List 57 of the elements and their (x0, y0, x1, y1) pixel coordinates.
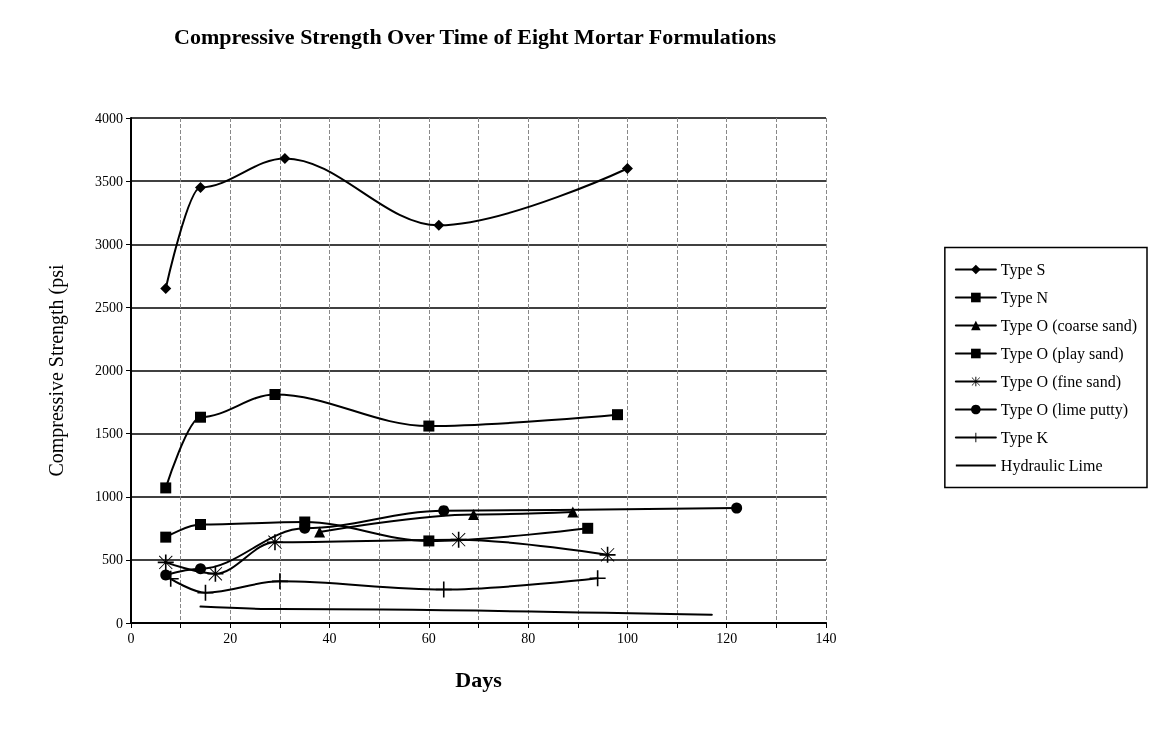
y-axis-title: Compressive Strength (psi (45, 263, 68, 477)
legend-label: Type O (lime putty) (1000, 401, 1129, 419)
point (438, 505, 450, 517)
legend-label: Type O (coarse sand) (1000, 317, 1137, 335)
point (589, 570, 606, 587)
x-tick-label: 0 (127, 630, 135, 646)
y-tick-label: 2500 (95, 299, 123, 315)
x-tick-label: 20 (223, 630, 238, 646)
point (195, 411, 206, 423)
x-tick-label: 60 (421, 630, 436, 646)
legend-label: Type S (1000, 261, 1046, 279)
point (279, 152, 291, 164)
y-tick-label: 4000 (95, 110, 123, 126)
x-tick-label: 100 (616, 630, 638, 646)
point (207, 565, 224, 582)
point (435, 581, 452, 598)
point (423, 535, 435, 547)
x-axis-title: Days (455, 666, 503, 692)
x-tick-label: 120 (716, 630, 738, 646)
point (599, 546, 616, 563)
point (197, 584, 214, 601)
point (468, 508, 480, 520)
legend-label: Type K (1000, 429, 1049, 447)
point (433, 219, 445, 231)
point (582, 522, 594, 534)
y-tick-label: 3000 (95, 236, 123, 252)
y-tick-label: 1000 (95, 489, 123, 505)
legend-label: Type N (1000, 289, 1049, 307)
point (731, 502, 743, 514)
point (160, 531, 172, 543)
point (195, 519, 206, 531)
point (195, 563, 206, 575)
legend-label: Hydraulic Lime (1000, 457, 1103, 475)
point (266, 534, 283, 551)
point (612, 409, 623, 421)
y-tick-label: 2000 (95, 363, 123, 378)
legend-label: Type O (fine sand) (1000, 373, 1122, 391)
x-tick-label: 80 (521, 630, 536, 646)
y-tick-label: 1500 (95, 426, 123, 442)
y-tick-label: 500 (102, 552, 123, 568)
y-tick-label: 0 (116, 615, 123, 631)
x-tick-label: 140 (815, 630, 837, 646)
y-tick-label: 3500 (95, 173, 123, 189)
legend-label: Type O (play sand) (1000, 345, 1124, 363)
point (621, 163, 633, 174)
point (160, 482, 172, 494)
point (157, 554, 174, 571)
point (160, 282, 172, 294)
point (314, 526, 326, 538)
point (269, 388, 281, 400)
point (567, 506, 579, 518)
point (195, 181, 206, 193)
point (162, 570, 179, 587)
chart-title: Compressive Strength Over Time of Eight Mortar Formulations (174, 23, 777, 49)
x-tick-label: 40 (322, 630, 337, 646)
point (271, 573, 288, 590)
point (423, 420, 435, 432)
